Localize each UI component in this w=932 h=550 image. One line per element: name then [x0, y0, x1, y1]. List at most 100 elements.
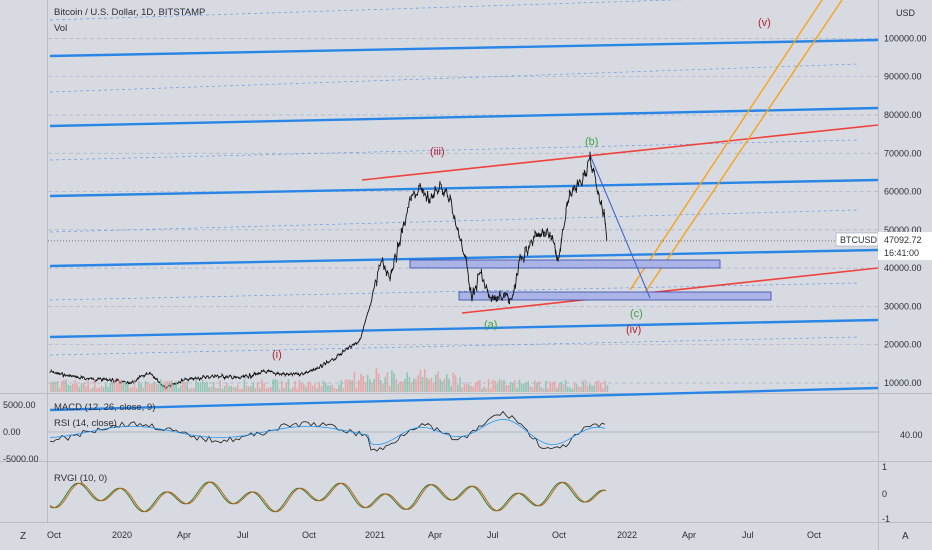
volume-bar — [175, 381, 177, 392]
wave-label-c: (c) — [630, 308, 643, 320]
volume-bar — [188, 388, 191, 392]
volume-bar — [443, 378, 446, 392]
volume-bar — [336, 388, 338, 392]
volume-bar — [549, 381, 551, 392]
volume-bar — [507, 384, 510, 392]
volume-bar — [80, 383, 83, 392]
time-tick: 2022 — [617, 530, 637, 540]
volume-bar — [415, 379, 417, 392]
volume-bar — [344, 379, 347, 392]
volume-bar — [212, 382, 215, 392]
volume-bar — [226, 383, 228, 392]
volume-bar — [397, 383, 400, 392]
volume-bar — [83, 383, 85, 392]
volume-bar — [314, 384, 316, 392]
volume-bar — [294, 381, 296, 392]
volume-bar — [380, 380, 382, 392]
auto-scale-button[interactable]: A — [902, 531, 909, 542]
macd-tick: -5000.00 — [3, 454, 39, 464]
volume-bar — [142, 387, 144, 392]
dashed-trend-line — [49, 139, 859, 161]
volume-bar — [340, 380, 342, 392]
volume-bar — [307, 381, 309, 392]
volume-bar — [483, 386, 485, 392]
volume-bar — [56, 381, 59, 392]
volume-bar — [452, 372, 455, 392]
projection-line — [589, 154, 651, 299]
price-tick: 40000.00 — [884, 263, 922, 273]
volume-bar — [52, 381, 54, 392]
volume-bar — [386, 372, 389, 392]
volume-bar — [487, 379, 490, 392]
macd-tick: 0.00 — [3, 427, 21, 437]
volume-bar — [331, 384, 334, 392]
volume-bar — [371, 382, 373, 392]
volume-bar — [283, 388, 285, 392]
volume-bar — [91, 387, 94, 392]
volume-bar — [96, 387, 98, 392]
volume-bar — [366, 374, 369, 392]
volume-bar — [177, 388, 180, 392]
rvgi-line — [49, 481, 607, 513]
volume-bar — [562, 384, 565, 392]
volume-bar — [582, 380, 584, 392]
volume-bar — [395, 379, 397, 392]
time-tick: Jul — [237, 530, 249, 540]
volume-bar — [270, 387, 272, 392]
volume-bar — [219, 380, 221, 392]
volume-bar — [190, 387, 193, 392]
volume-bar — [168, 381, 171, 392]
volume-bar — [129, 388, 131, 392]
price-tick: 90000.00 — [884, 72, 922, 82]
volume-bar — [410, 382, 413, 392]
volume-bar — [76, 384, 78, 392]
volume-bar — [538, 381, 540, 392]
volume-bar — [298, 379, 301, 392]
volume-bar — [120, 379, 122, 392]
volume-bar — [355, 387, 358, 392]
volume-bar — [197, 382, 199, 392]
timezone-button[interactable]: Z — [20, 531, 27, 542]
last-price-box — [878, 232, 932, 260]
volume-bar — [529, 386, 532, 392]
wave-label-v: (v) — [758, 17, 771, 29]
volume-bar — [223, 385, 226, 392]
volume-bar — [107, 386, 109, 392]
volume-bar — [89, 388, 92, 392]
macd-label: MACD (12, 26, close, 9) — [54, 402, 156, 413]
chart-title: Bitcoin / U.S. Dollar, 1D, BITSTAMP — [54, 7, 206, 18]
volume-bar — [232, 387, 235, 392]
volume-bar — [54, 381, 56, 392]
volume-bar — [454, 375, 457, 392]
volume-bar — [377, 373, 380, 392]
volume-bar — [58, 387, 61, 392]
time-tick: 2021 — [365, 530, 385, 540]
rsi-label: RSI (14, close) — [54, 418, 117, 429]
volume-bar — [472, 386, 474, 392]
volume-bar — [155, 384, 158, 392]
volume-bar — [162, 384, 164, 392]
price-tick: 80000.00 — [884, 110, 922, 120]
volume-bar — [591, 385, 593, 392]
volume-bar — [318, 381, 320, 392]
volume-bar — [606, 385, 609, 392]
volume-bar — [72, 383, 74, 392]
volume-bar — [124, 382, 127, 392]
volume-bar — [498, 379, 501, 392]
volume-bar — [413, 378, 415, 392]
time-tick: Oct — [552, 530, 567, 540]
volume-bar — [602, 388, 604, 392]
volume-bar — [589, 384, 591, 392]
time-tick: Jul — [742, 530, 754, 540]
volume-bar — [278, 388, 281, 392]
rsi-tick: 40.00 — [900, 430, 923, 440]
volume-bar — [245, 385, 248, 392]
volume-bar — [575, 384, 578, 392]
volume-bar — [384, 377, 386, 392]
time-tick: Oct — [807, 530, 822, 540]
volume-bar — [138, 381, 140, 392]
volume-bar — [166, 381, 169, 392]
volume-bar — [265, 388, 268, 392]
volume-bar — [109, 383, 111, 392]
